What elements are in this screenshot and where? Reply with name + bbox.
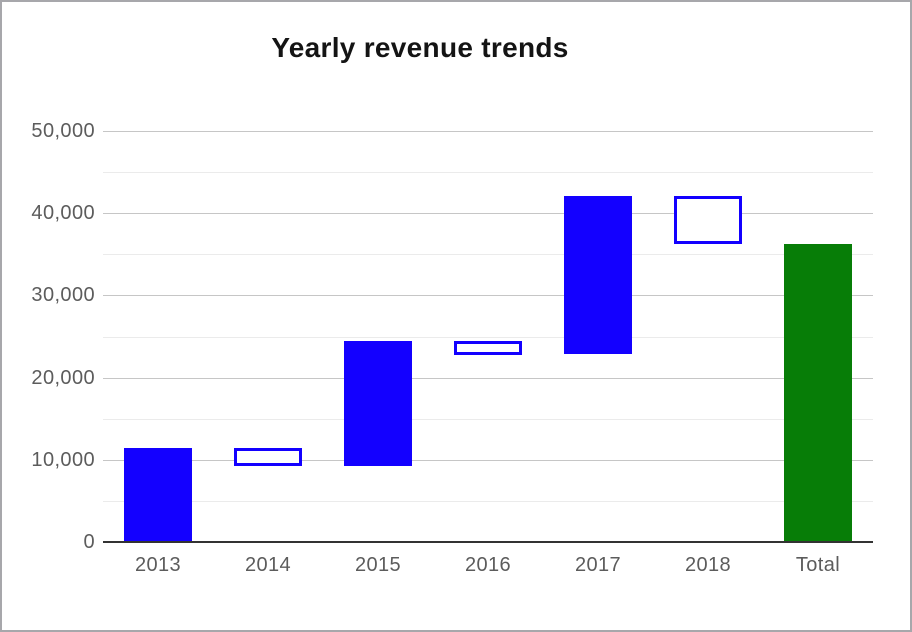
minor-gridline bbox=[103, 336, 873, 338]
waterfall-bar-2014[interactable] bbox=[234, 448, 302, 467]
x-axis-label-2016: 2016 bbox=[464, 554, 512, 576]
waterfall-bar-total[interactable] bbox=[784, 243, 852, 542]
major-gridline bbox=[103, 295, 873, 297]
major-gridline bbox=[103, 377, 873, 379]
waterfall-bar-2013[interactable] bbox=[124, 448, 192, 542]
minor-gridline bbox=[103, 172, 873, 174]
x-axis-labels: 2013 2014 2015 2016 2017 2018 Total bbox=[103, 553, 873, 577]
major-gridline bbox=[103, 213, 873, 215]
waterfall-bar-2016[interactable] bbox=[454, 340, 522, 355]
waterfall-bar-2017[interactable] bbox=[564, 195, 632, 355]
x-axis-label-2013: 2013 bbox=[134, 554, 182, 576]
minor-gridline bbox=[103, 500, 873, 502]
x-axis-label-total: Total bbox=[795, 554, 841, 576]
minor-gridline bbox=[103, 254, 873, 256]
waterfall-bar-2015[interactable] bbox=[344, 340, 412, 467]
y-axis-label-0: 0 bbox=[83, 531, 95, 553]
major-gridline bbox=[103, 459, 873, 461]
chart-title: Yearly revenue trends bbox=[271, 32, 569, 63]
x-axis-label-2018: 2018 bbox=[684, 554, 732, 576]
x-axis-label-2015: 2015 bbox=[354, 554, 402, 576]
x-axis-label-2017: 2017 bbox=[574, 554, 622, 576]
plot-area bbox=[103, 131, 873, 542]
minor-gridline bbox=[103, 418, 873, 420]
y-axis-label-20000: 20,000 bbox=[31, 366, 95, 389]
x-axis-label-2014: 2014 bbox=[244, 554, 292, 576]
x-axis-baseline bbox=[103, 541, 873, 543]
y-axis-label-30000: 30,000 bbox=[31, 284, 95, 307]
y-axis-label-50000: 50,000 bbox=[31, 120, 95, 142]
y-axis-label-10000: 10,000 bbox=[31, 448, 95, 471]
waterfall-bar-2018[interactable] bbox=[674, 195, 742, 244]
y-axis-label-40000: 40,000 bbox=[31, 202, 95, 225]
major-gridline bbox=[103, 131, 873, 132]
